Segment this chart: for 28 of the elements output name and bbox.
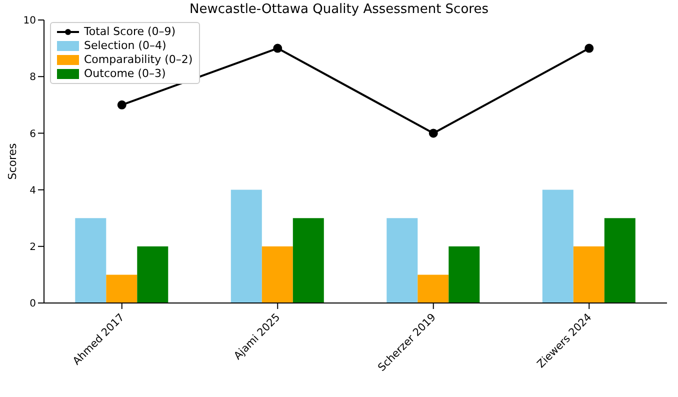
y-tick-label: 4: [30, 185, 36, 196]
legend-label: Total Score (0–9): [84, 25, 176, 39]
bar: [418, 274, 449, 303]
bar: [292, 218, 324, 303]
bar: [75, 218, 106, 303]
bar: [230, 190, 262, 303]
point: [584, 44, 594, 53]
legend-label: Selection (0–4): [84, 39, 166, 53]
y-axis-title: Scores: [6, 142, 19, 180]
chart-title: Newcastle-Ottawa Quality Assessment Scores: [188, 2, 490, 17]
legend-label: Outcome (0–3): [84, 67, 166, 81]
point: [428, 128, 438, 138]
bar: [106, 274, 138, 303]
bar: [262, 246, 293, 303]
point: [273, 44, 282, 53]
bar: [542, 190, 574, 303]
y-tick-label: 0: [30, 298, 36, 310]
bar: [137, 246, 168, 303]
y-tick-label: 8: [30, 72, 36, 84]
bar: [573, 246, 604, 303]
bar: [386, 218, 418, 303]
y-tick-label: 2: [30, 242, 36, 253]
y-tick-label: 6: [30, 128, 36, 140]
y-tick-label: 10: [23, 16, 36, 27]
bar: [604, 218, 636, 303]
bar: [448, 246, 480, 303]
point: [117, 100, 126, 110]
legend-label: Comparability (0–2): [84, 53, 193, 67]
